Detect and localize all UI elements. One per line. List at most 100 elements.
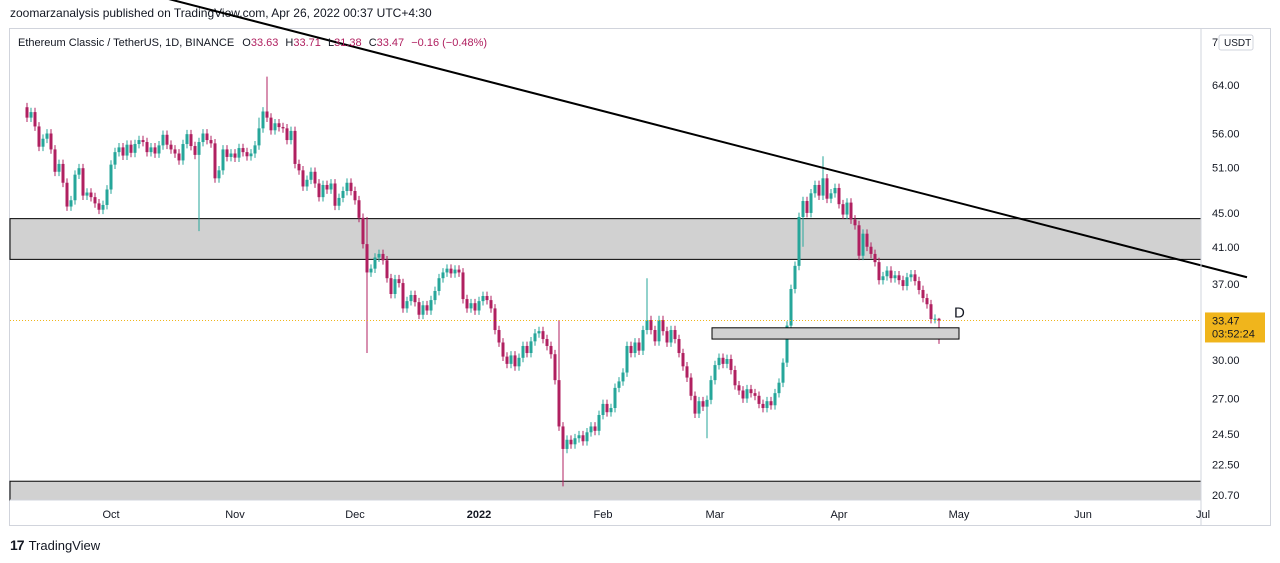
candle-body [621,372,625,382]
candle-body [77,168,81,175]
candle [197,137,201,232]
candle [237,143,241,163]
x-tick-label: Mar [706,509,725,521]
candle [913,270,917,286]
candle-body [449,268,453,274]
candle [113,147,117,170]
candle [321,180,325,202]
candle [725,354,729,369]
candle-body [885,270,889,277]
candle [25,102,29,123]
candle-body [801,201,805,217]
overlay-layer: D [10,0,1248,340]
candle-body [201,133,205,143]
candle-body [817,184,821,196]
candle-body [285,128,289,141]
candle [649,315,653,335]
candle [381,249,385,265]
candle [533,329,537,346]
candle-body [73,174,77,201]
candle [825,173,829,204]
candle [865,229,869,252]
y-tick-label: 24.50 [1212,429,1240,441]
candle-body [121,147,125,156]
annotation-d: D [954,304,965,321]
candle [105,185,109,210]
high-label: H [285,37,293,49]
candle-body [345,182,349,192]
candle [761,399,765,413]
candle-body [417,302,421,315]
candle [781,358,785,388]
countdown-label: 03:52:24 [1212,328,1255,340]
candle [421,300,425,320]
candle-body [173,149,177,154]
candle-body [873,253,877,263]
candle [97,199,101,215]
candle [553,349,557,385]
candle [217,166,221,183]
candle-body [633,342,637,354]
brand-name[interactable]: TradingView [28,537,101,553]
candle [449,264,453,278]
candle-body [41,138,45,147]
low-value: 31.38 [334,37,362,49]
candle-body [773,393,777,406]
candle-body [217,170,221,179]
candle-body [517,357,521,367]
candle-body [829,193,833,199]
x-tick-label: Jul [1196,509,1210,521]
candle [813,180,817,198]
candle-body [105,189,109,205]
candle [493,304,497,335]
candle-body [269,117,273,131]
candle-body [133,144,137,153]
candle [293,126,297,169]
candle-body [513,355,517,367]
candle-body [785,325,789,363]
candle [673,325,677,344]
candle [309,167,313,185]
candle [541,326,545,344]
candle-body [837,187,841,205]
candle-body [385,260,389,279]
candle-body [145,142,149,153]
candle [329,179,333,194]
candle-body [97,203,101,210]
candle-body [713,365,717,381]
candle [85,188,89,200]
candle-body [797,216,801,266]
zones-layer [9,218,1202,501]
candle-body [701,401,705,407]
candle-body [557,380,561,427]
candle-body [169,144,173,150]
candle [621,368,625,386]
candle [581,430,585,446]
candle-body [909,274,913,278]
candle-body [673,330,677,340]
candle-body [877,262,881,281]
candle-body [693,395,697,414]
candle [737,380,741,395]
tradingview-logo-icon[interactable]: 17 [10,537,25,553]
candle [805,196,809,218]
candle-body [125,144,129,156]
candle-body [553,354,557,381]
candle [669,325,673,347]
candle-body [197,142,201,155]
candle [441,268,445,283]
candle [717,353,721,370]
candle [265,76,269,123]
candle [565,435,569,454]
candle-body [433,290,437,301]
candle [401,278,405,313]
candle [685,361,689,382]
candle [797,212,801,271]
candle [213,139,217,183]
candle-body [665,331,669,343]
candle-body [461,272,465,300]
candle [505,352,509,369]
y-tick-label: 51.00 [1212,162,1240,174]
candle [557,320,561,431]
